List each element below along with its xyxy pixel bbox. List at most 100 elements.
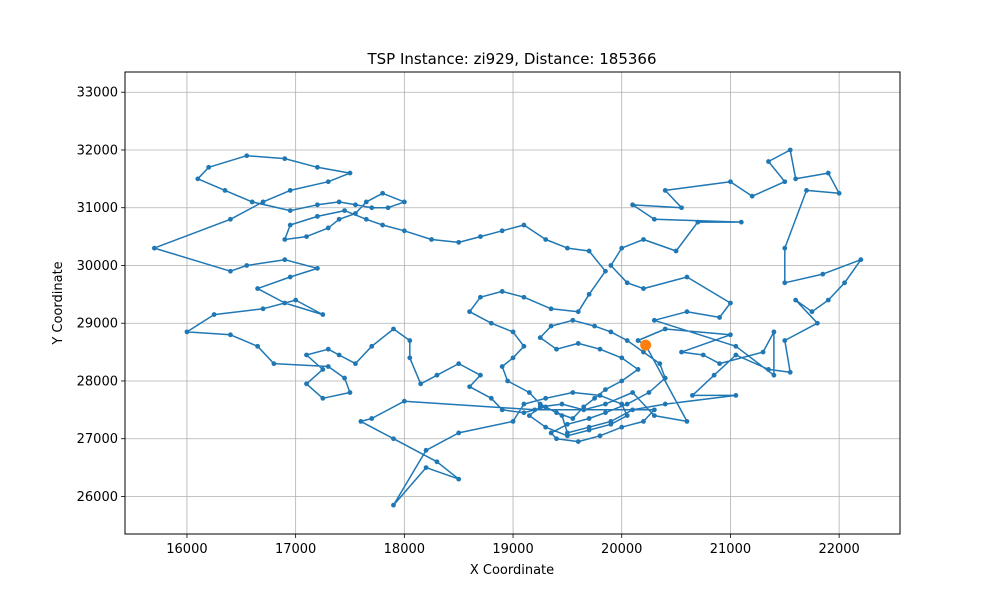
city-point <box>282 237 288 242</box>
city-point <box>499 364 505 369</box>
city-point <box>641 237 646 242</box>
city-point <box>510 418 516 424</box>
city-point <box>548 323 554 329</box>
city-point <box>407 355 413 361</box>
city-point <box>766 159 771 164</box>
city-point <box>793 297 799 303</box>
plot-area <box>125 72 900 534</box>
y-tick-label: 29000 <box>77 317 118 332</box>
city-point <box>478 372 483 378</box>
x-tick-label: 16000 <box>166 542 207 557</box>
city-point <box>749 193 755 199</box>
city-point <box>679 349 684 355</box>
city-point <box>733 393 739 398</box>
city-point <box>347 170 353 176</box>
city-point <box>711 372 717 378</box>
city-point <box>418 381 424 387</box>
chart-title: TSP Instance: zi929, Distance: 185366 <box>367 50 657 68</box>
city-point <box>581 407 587 413</box>
city-point <box>255 286 261 291</box>
city-point <box>717 361 722 367</box>
city-point <box>456 239 462 245</box>
x-tick-label: 20000 <box>601 542 642 557</box>
city-point <box>635 338 641 343</box>
city-point <box>211 312 217 317</box>
city-point <box>662 326 668 332</box>
city-point <box>151 245 157 251</box>
city-point <box>624 401 630 407</box>
city-point <box>521 401 527 407</box>
city-point <box>336 216 342 222</box>
city-point <box>597 433 603 439</box>
city-point <box>624 413 630 419</box>
city-point <box>586 291 592 297</box>
city-point <box>499 228 505 234</box>
city-point <box>228 268 233 274</box>
city-point <box>510 355 516 361</box>
city-point <box>347 390 353 395</box>
city-point <box>222 187 228 193</box>
city-point <box>282 300 288 306</box>
city-point <box>543 237 549 242</box>
city-point <box>597 393 603 398</box>
city-point <box>608 329 614 335</box>
city-point <box>554 346 559 352</box>
city-point <box>586 248 592 254</box>
city-point <box>586 427 592 433</box>
city-point <box>592 395 597 401</box>
city-point <box>592 323 597 329</box>
y-axis-ticks: 26000 27000 28000 29000 30000 31000 32000 33000 <box>77 86 125 505</box>
city-point <box>782 245 788 251</box>
city-point <box>651 317 657 323</box>
city-point <box>369 205 375 211</box>
city-point <box>559 413 565 419</box>
city-point <box>353 202 358 208</box>
y-tick-label: 30000 <box>77 259 118 274</box>
start-point <box>640 339 652 351</box>
city-point <box>287 274 293 280</box>
city-point <box>325 179 331 185</box>
city-point <box>657 361 663 367</box>
city-point <box>314 164 320 170</box>
city-point <box>391 436 396 442</box>
city-point <box>353 211 358 216</box>
city-point <box>641 286 646 291</box>
city-point <box>184 329 190 335</box>
city-point <box>564 433 570 439</box>
city-point <box>488 395 494 401</box>
city-point <box>342 375 347 381</box>
city-point <box>336 199 342 205</box>
city-point <box>787 369 793 375</box>
city-point <box>320 367 326 372</box>
city-point <box>814 320 820 326</box>
city-point <box>521 410 527 416</box>
city-point <box>342 208 347 214</box>
city-point <box>488 320 494 326</box>
city-point <box>586 416 592 421</box>
city-point <box>314 265 320 271</box>
city-point <box>603 268 608 274</box>
city-point <box>679 205 684 211</box>
city-point <box>554 410 559 416</box>
city-point <box>467 384 472 390</box>
city-point <box>554 436 559 442</box>
city-point <box>478 294 483 300</box>
city-point <box>407 338 413 343</box>
city-point <box>771 329 777 335</box>
y-tick-label: 28000 <box>77 374 118 389</box>
city-point <box>641 418 646 424</box>
city-point <box>363 199 369 205</box>
city-point <box>385 205 391 211</box>
city-point <box>728 332 733 338</box>
city-point <box>304 234 309 239</box>
city-point <box>206 164 212 170</box>
city-point <box>662 375 668 381</box>
city-point <box>401 228 407 234</box>
city-point <box>820 271 826 277</box>
city-point <box>564 245 570 251</box>
city-point <box>836 190 842 196</box>
city-point <box>597 346 603 352</box>
city-point <box>325 225 331 231</box>
y-tick-label: 32000 <box>77 143 118 158</box>
